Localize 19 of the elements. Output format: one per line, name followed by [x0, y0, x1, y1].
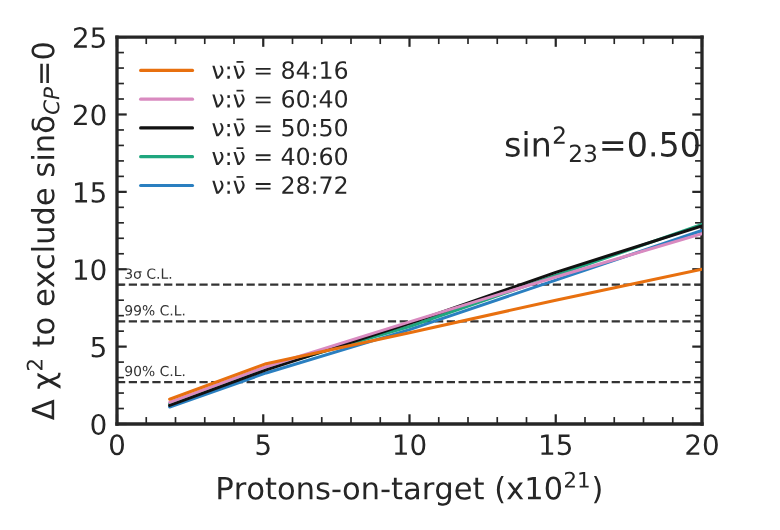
legend-label: ν:ν̄ = 50:50 [212, 118, 348, 137]
legend-label: ν:ν̄ = 40:60 [212, 147, 348, 166]
y-tick-label: 5 [91, 336, 105, 358]
y-tick-label: 15 [74, 182, 105, 203]
legend-label: ν:ν̄ = 60:40 [212, 89, 348, 108]
y-tick-label: 20 [73, 104, 106, 126]
x-tick-label: 0 [109, 434, 124, 456]
annotation: sin$^{2}$$_{23}$=0.50 [505, 126, 699, 163]
x-axis-title: Protons-on-target (x10$^{21}$) [218, 471, 601, 506]
y-axis-title: Δ χ$^{2}$ to exclude sinδ$_{CP}$=0 [26, 43, 61, 420]
y-tick-label: 10 [74, 259, 106, 281]
y-tick-label: 25 [73, 27, 105, 49]
x-tick-label: 15 [541, 434, 571, 456]
legend-label: ν:ν̄ = 84:16 [212, 61, 348, 79]
x-tick-label: 10 [394, 434, 426, 456]
x-tick-label: 5 [256, 434, 270, 456]
x-tick-label: 20 [686, 434, 718, 456]
legend-label: ν:ν̄ = 28:72 [212, 176, 347, 194]
y-tick-label: 0 [91, 413, 106, 435]
